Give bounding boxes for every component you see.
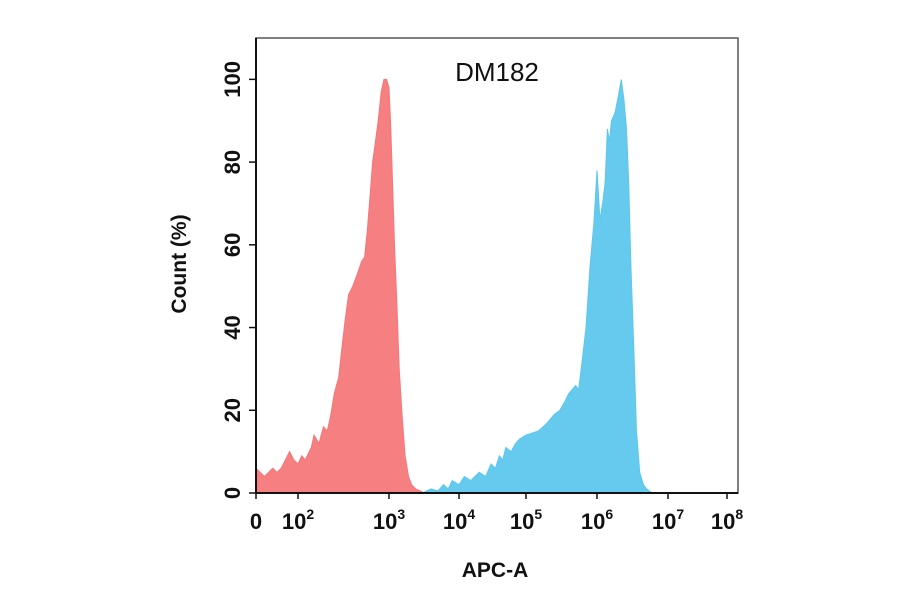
x-tick-base: 10	[581, 509, 605, 534]
y-tick-label: 20	[220, 398, 245, 422]
x-tick-exponent: 4	[467, 506, 475, 522]
x-tick-label: 105	[510, 506, 542, 534]
y-tick-label: 80	[220, 150, 245, 174]
x-tick-exponent: 5	[534, 506, 542, 522]
series-area-0	[255, 78, 425, 494]
x-axis-title: APC-A	[462, 559, 529, 582]
x-tick-base: 10	[652, 509, 676, 534]
x-tick-label: 104	[443, 506, 475, 534]
chart-title: DM182	[455, 57, 539, 87]
x-tick-label: 107	[652, 506, 684, 534]
x-axis: 0 102 103 104 105 106 107 108	[250, 492, 743, 534]
y-tick-label: 40	[220, 315, 245, 339]
x-tick-label: 108	[711, 506, 743, 534]
x-tick-exponent: 3	[397, 506, 405, 522]
series-layer	[255, 78, 654, 494]
y-tick-label: 0	[220, 487, 245, 499]
x-tick-base: 10	[443, 509, 467, 534]
x-tick-base: 10	[711, 509, 735, 534]
x-tick-exponent: 7	[676, 506, 684, 522]
series-area-1	[422, 79, 654, 494]
x-tick-exponent: 6	[605, 506, 613, 522]
x-tick-exponent: 8	[735, 506, 743, 522]
x-tick-base: 10	[373, 509, 397, 534]
x-tick-exponent: 2	[306, 506, 314, 522]
y-axis-title: Count (%)	[168, 214, 191, 313]
x-tick-label: 106	[581, 506, 613, 534]
x-tick-base: 10	[510, 509, 534, 534]
x-tick-base: 0	[250, 509, 262, 534]
x-tick-label: 102	[282, 506, 314, 534]
plot-area	[255, 37, 739, 494]
y-tick-label: 60	[220, 233, 245, 257]
x-tick-label: 0	[250, 509, 262, 534]
x-tick-base: 10	[282, 509, 306, 534]
y-axis: 0 20 40 60 80 100	[220, 38, 257, 499]
x-tick-label: 103	[373, 506, 405, 534]
y-tick-label: 100	[220, 61, 245, 98]
